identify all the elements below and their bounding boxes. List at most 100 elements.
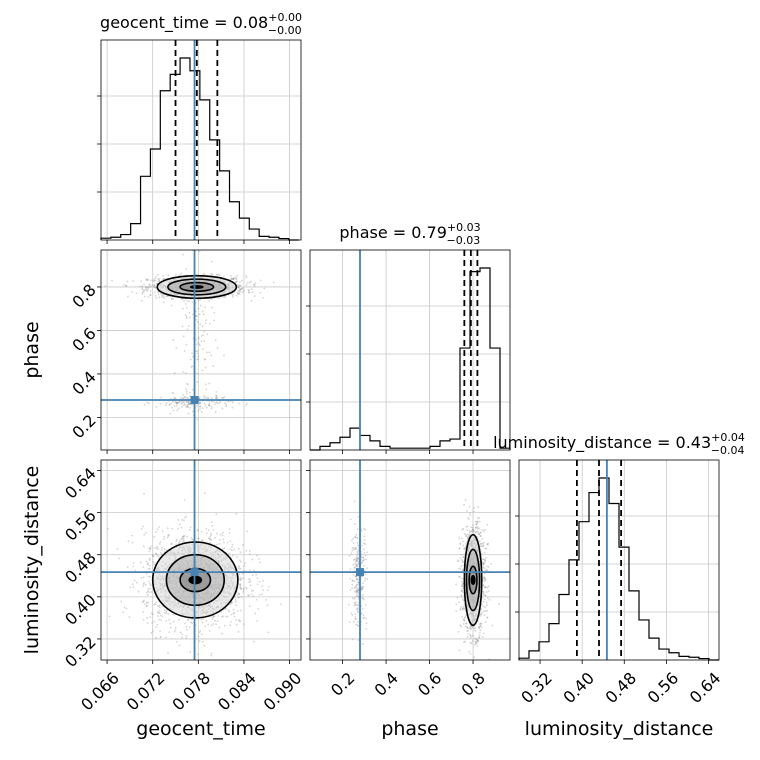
scatter-point [474,527,477,529]
scatter-point [248,578,250,580]
scatter-point [483,580,486,583]
scatter-point [178,644,181,647]
scatter-point [258,580,261,583]
scatter-point [218,626,221,629]
scatter-point [231,601,233,604]
scatter-point [170,542,173,545]
scatter-point [132,280,135,282]
scatter-point [155,552,158,555]
scatter-point [148,591,150,594]
scatter-point [162,278,165,280]
scatter-point [483,551,486,554]
scatter-point [480,622,483,625]
scatter-point [256,577,259,579]
title-sub: −0.04 [711,444,745,457]
scatter-point [145,278,147,280]
scatter-point [458,567,460,570]
scatter-point [145,287,147,290]
scatter-point [482,566,485,569]
title-phase: phase = 0.79+0.03 −0.03 [339,221,480,247]
scatter-point [149,616,152,619]
scatter-point [238,284,241,287]
scatter-point [245,587,248,590]
scatter-point [155,297,158,300]
scatter-point [474,526,477,529]
scatter-point [462,556,465,558]
scatter-point [200,633,203,636]
scatter-point [356,558,359,560]
scatter-point [185,307,188,309]
scatter-point [161,615,164,618]
scatter-point [200,335,203,337]
scatter-point [156,547,158,550]
scatter-point [181,535,184,538]
scatter-point [186,397,189,399]
scatter-point [455,603,458,606]
scatter-point [362,556,365,559]
scatter-point [238,619,241,622]
scatter-point [355,603,357,606]
y-tick-label: 0.4 [68,367,99,398]
scatter-point [482,632,485,635]
scatter-point [486,609,488,612]
scatter-point [230,601,233,604]
scatter-point [467,516,469,519]
scatter-point [191,622,194,625]
scatter-point [167,274,170,277]
scatter-point [202,395,205,397]
scatter-point [176,402,179,404]
scatter-point [184,403,186,406]
scatter-point [217,273,220,276]
scatter-point [234,600,237,603]
scatter-point [211,306,214,309]
scatter-point [483,577,486,580]
scatter-point [478,625,481,628]
scatter-point [464,616,467,618]
scatter-point [221,534,224,537]
scatter-point [150,285,152,288]
scatter-point [143,295,146,298]
scatter-point [211,273,214,276]
scatter-point [231,277,234,280]
scatter-point [111,279,114,282]
scatter-frame [309,459,511,661]
scatter-point [356,528,359,531]
scatter-point [148,548,151,550]
scatter-point [466,510,468,512]
scatter-point [240,288,243,291]
scatter-point [464,609,467,612]
scatter-point [483,598,486,601]
y-tick-label: 0.56 [61,506,100,545]
scatter-point [156,545,159,548]
scatter-point [154,286,157,289]
scatter-point [211,616,213,619]
scatter-point [197,327,200,330]
scatter-point [460,594,463,597]
scatter-point [355,589,358,592]
scatter-point [229,624,232,627]
scatter-point [245,284,248,286]
scatter-point [176,409,179,412]
scatter-point [242,588,245,591]
scatter-point [455,610,458,612]
scatter-point [156,624,159,626]
scatter-point [235,294,238,297]
scatter-point [226,541,229,544]
scatter-point [483,567,486,570]
scatter-point [476,640,479,642]
scatter-point [482,600,485,603]
scatter-point [211,524,214,527]
scatter-point [461,598,464,601]
scatter-point [227,400,229,403]
scatter-point [141,288,144,291]
scatter-point [248,281,251,284]
scatter-point [361,607,364,610]
scatter-point [185,400,188,403]
scatter-point [230,277,233,280]
scatter-point [362,617,365,620]
scatter-point [355,537,358,539]
scatter-point [222,295,224,298]
scatter-point [477,532,480,535]
scatter-point [167,534,170,537]
scatter-point [355,585,357,587]
